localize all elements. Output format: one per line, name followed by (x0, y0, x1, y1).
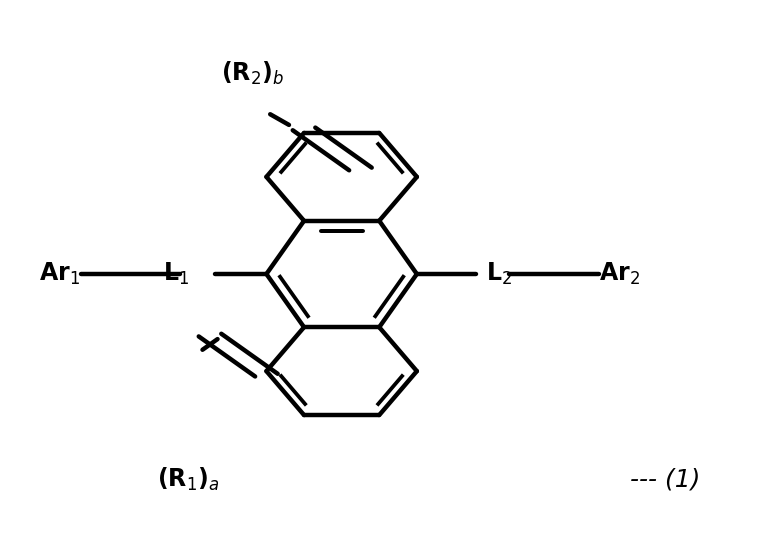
Text: (R$_1$)$_a$: (R$_1$)$_a$ (157, 466, 220, 493)
Text: (R$_2$)$_b$: (R$_2$)$_b$ (221, 60, 284, 87)
Text: L$_1$: L$_1$ (163, 261, 189, 287)
Text: --- (1): --- (1) (630, 467, 700, 492)
Text: Ar$_2$: Ar$_2$ (599, 261, 640, 287)
Text: L$_2$: L$_2$ (486, 261, 512, 287)
Text: Ar$_1$: Ar$_1$ (39, 261, 80, 287)
